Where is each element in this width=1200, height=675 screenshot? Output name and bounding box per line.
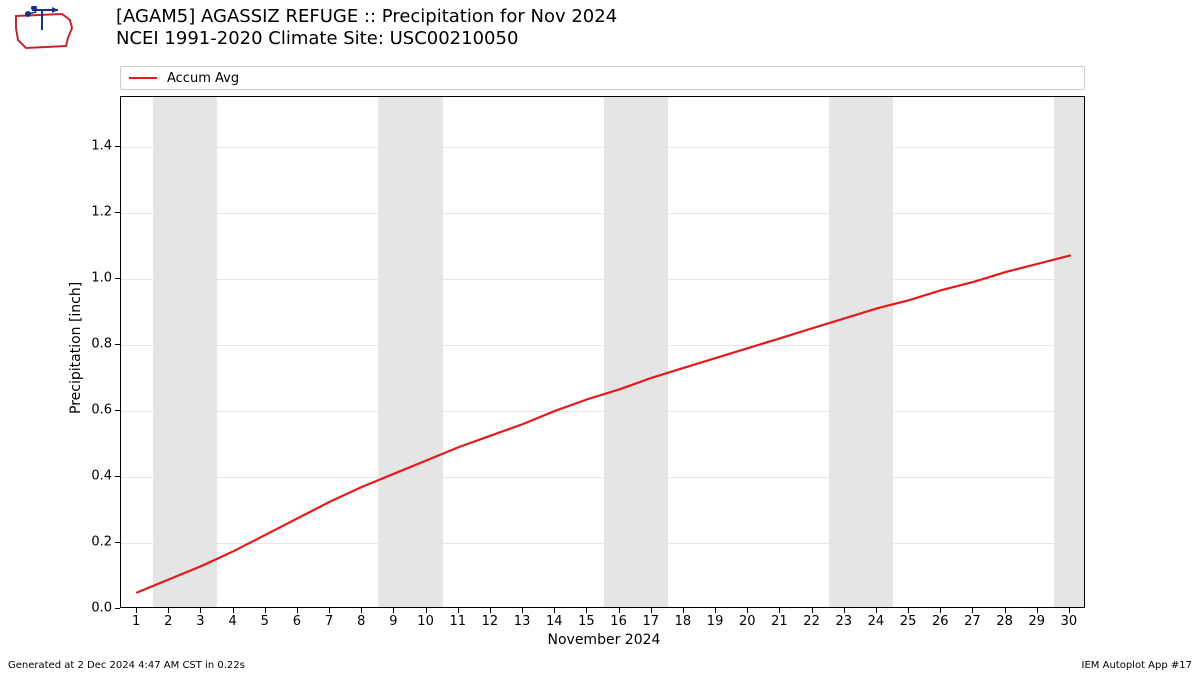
x-tick	[619, 608, 620, 613]
x-tick	[940, 608, 941, 613]
y-tick	[115, 212, 120, 213]
footer-app: IEM Autoplot App #17	[1082, 660, 1192, 671]
x-tick	[812, 608, 813, 613]
x-tick	[651, 608, 652, 613]
x-tick	[168, 608, 169, 613]
plot-area	[120, 96, 1085, 608]
x-tick-label: 15	[578, 614, 595, 629]
x-tick-label: 26	[932, 614, 949, 629]
x-tick-label: 17	[642, 614, 659, 629]
x-tick-label: 11	[449, 614, 466, 629]
x-tick	[200, 608, 201, 613]
x-tick	[297, 608, 298, 613]
x-tick-label: 22	[803, 614, 820, 629]
y-tick-label: 1.2	[86, 204, 112, 219]
title-line-2: NCEI 1991-2020 Climate Site: USC00210050	[116, 28, 617, 50]
x-tick	[233, 608, 234, 613]
x-tick-label: 19	[707, 614, 724, 629]
iem-logo	[12, 6, 78, 50]
x-tick-label: 25	[900, 614, 917, 629]
y-tick-label: 1.0	[86, 270, 112, 285]
x-tick-label: 8	[357, 614, 365, 629]
legend-label: Accum Avg	[167, 71, 239, 86]
x-tick	[683, 608, 684, 613]
x-tick	[554, 608, 555, 613]
chart-title: [AGAM5] AGASSIZ REFUGE :: Precipitation …	[116, 6, 617, 50]
x-tick-label: 1	[132, 614, 140, 629]
x-axis-label: November 2024	[548, 632, 661, 648]
x-tick-label: 30	[1061, 614, 1078, 629]
x-tick-label: 10	[417, 614, 434, 629]
x-tick	[747, 608, 748, 613]
x-tick-label: 7	[325, 614, 333, 629]
x-tick	[458, 608, 459, 613]
y-tick	[115, 146, 120, 147]
footer-generated: Generated at 2 Dec 2024 4:47 AM CST in 0…	[8, 660, 245, 671]
x-tick-label: 14	[546, 614, 563, 629]
y-tick	[115, 278, 120, 279]
x-tick-label: 27	[964, 614, 981, 629]
x-tick-label: 16	[610, 614, 627, 629]
title-line-1: [AGAM5] AGASSIZ REFUGE :: Precipitation …	[116, 6, 617, 28]
x-tick-label: 13	[514, 614, 531, 629]
x-tick	[136, 608, 137, 613]
x-tick	[876, 608, 877, 613]
y-tick	[115, 476, 120, 477]
x-tick	[972, 608, 973, 613]
x-tick-label: 4	[228, 614, 236, 629]
y-axis-label: Precipitation [inch]	[68, 282, 84, 414]
legend-swatch	[129, 77, 157, 79]
x-tick	[844, 608, 845, 613]
y-tick	[115, 410, 120, 411]
x-tick	[393, 608, 394, 613]
x-tick	[1037, 608, 1038, 613]
x-tick	[490, 608, 491, 613]
x-tick-label: 20	[739, 614, 756, 629]
y-tick	[115, 542, 120, 543]
x-tick	[361, 608, 362, 613]
x-tick-label: 6	[293, 614, 301, 629]
x-tick-label: 5	[261, 614, 269, 629]
line-series-svg	[121, 97, 1085, 608]
x-tick	[908, 608, 909, 613]
y-tick	[115, 344, 120, 345]
y-tick-label: 0.4	[86, 468, 112, 483]
x-tick	[265, 608, 266, 613]
accum-avg-line	[137, 256, 1070, 593]
x-tick-label: 12	[482, 614, 499, 629]
x-tick-label: 28	[996, 614, 1013, 629]
y-tick-label: 1.4	[86, 138, 112, 153]
x-tick-label: 2	[164, 614, 172, 629]
x-tick-label: 3	[196, 614, 204, 629]
x-tick	[715, 608, 716, 613]
x-tick	[426, 608, 427, 613]
x-tick-label: 23	[835, 614, 852, 629]
x-tick-label: 21	[771, 614, 788, 629]
x-tick	[1005, 608, 1006, 613]
x-tick-label: 9	[389, 614, 397, 629]
y-tick-label: 0.2	[86, 534, 112, 549]
x-tick-label: 24	[868, 614, 885, 629]
y-tick-label: 0.0	[86, 601, 112, 616]
y-tick-label: 0.6	[86, 402, 112, 417]
x-tick	[329, 608, 330, 613]
x-tick-label: 18	[675, 614, 692, 629]
x-tick-label: 29	[1028, 614, 1045, 629]
x-tick	[586, 608, 587, 613]
x-tick	[522, 608, 523, 613]
y-tick	[115, 608, 120, 609]
x-tick	[779, 608, 780, 613]
y-tick-label: 0.8	[86, 336, 112, 351]
x-tick	[1069, 608, 1070, 613]
legend: Accum Avg	[120, 66, 1085, 90]
